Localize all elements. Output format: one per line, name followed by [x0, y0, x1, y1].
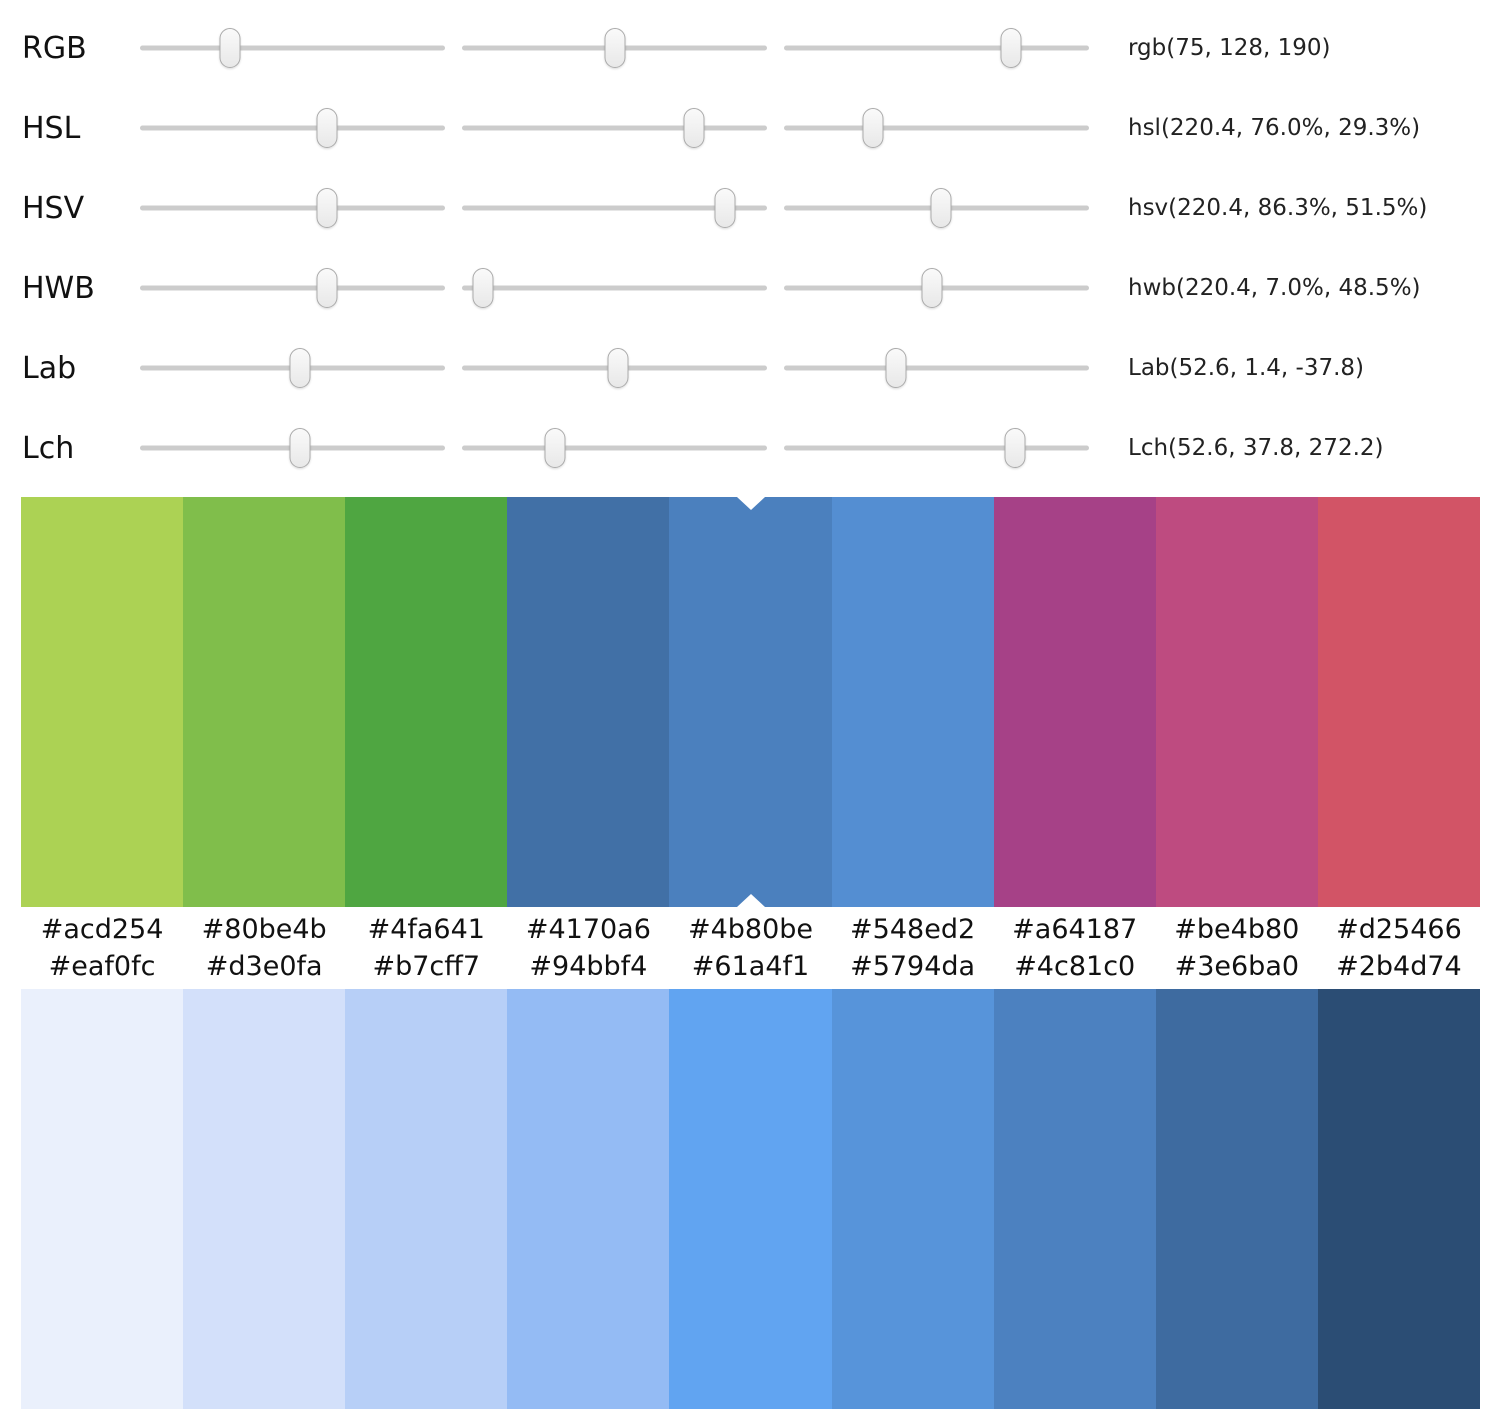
slider-track-hsl-2[interactable]	[462, 108, 767, 148]
hex-label: #2b4d74	[1336, 951, 1462, 982]
color-swatch-a64187[interactable]	[993, 497, 1156, 907]
color-value-text: hwb(220.4, 7.0%, 48.5%)	[1128, 275, 1421, 301]
slider-row-lab: Lab Lab(52.6, 1.4, -37.8)	[0, 328, 1501, 408]
hex-label: #3e6ba0	[1174, 951, 1300, 982]
color-value-text: rgb(75, 128, 190)	[1128, 35, 1331, 61]
slider-thumb[interactable]	[714, 188, 736, 228]
slider-thumb[interactable]	[316, 188, 338, 228]
color-swatch-b7cff7[interactable]	[345, 989, 508, 1409]
color-model-label: Lab	[22, 350, 77, 386]
slider-track-rgb-3[interactable]	[784, 28, 1089, 68]
slider-thumb[interactable]	[289, 428, 311, 468]
hex-label: #d25466	[1336, 914, 1462, 945]
hex-label: #be4b80	[1174, 914, 1300, 945]
slider-track-lch-2[interactable]	[462, 428, 767, 468]
slider-row-hsv: HSV hsv(220.4, 86.3%, 51.5%)	[0, 168, 1501, 248]
hex-label: #61a4f1	[691, 951, 810, 982]
color-model-label: Lch	[22, 430, 75, 466]
slider-track-rgb-2[interactable]	[462, 28, 767, 68]
slider-thumb[interactable]	[316, 108, 338, 148]
slider-thumb[interactable]	[862, 108, 884, 148]
color-swatch-548ed2[interactable]	[831, 497, 994, 907]
hex-label: #d3e0fa	[205, 951, 323, 982]
slider-thumb[interactable]	[472, 268, 494, 308]
slider-row-rgb: RGB rgb(75, 128, 190)	[0, 8, 1501, 88]
slider-track-lch-1[interactable]	[140, 428, 445, 468]
slider-thumb[interactable]	[219, 28, 241, 68]
selected-color-marker	[736, 894, 765, 907]
hex-label: #548ed2	[850, 914, 976, 945]
selected-color-marker	[736, 497, 765, 510]
slider-thumb[interactable]	[544, 428, 566, 468]
color-model-label: HSL	[22, 110, 81, 146]
slider-thumb[interactable]	[921, 268, 943, 308]
slider-row-hwb: HWB hwb(220.4, 7.0%, 48.5%)	[0, 248, 1501, 328]
color-swatch-acd254[interactable]	[21, 497, 184, 907]
hue-palette-labels: #acd254 #80be4b #4fa641 #4170a6 #4b80be #548e…	[21, 907, 1480, 949]
hex-label: #b7cff7	[372, 951, 481, 982]
sliders-section: RGB rgb(75, 128, 190) HSL hsl(220.4, 76.0%,…	[0, 0, 1501, 488]
slider-thumb[interactable]	[316, 268, 338, 308]
shade-palette-labels: #eaf0fc #d3e0fa #b7cff7 #94bbf4 #61a4f1 #5794…	[21, 949, 1480, 989]
hex-label: #eaf0fc	[48, 951, 156, 982]
color-swatch-4fa641[interactable]	[345, 497, 508, 907]
hex-label: #4b80be	[687, 914, 814, 945]
hex-label: #4c81c0	[1014, 951, 1136, 982]
hex-label: #5794da	[850, 951, 976, 982]
color-swatch-5794da[interactable]	[831, 989, 994, 1409]
slider-thumb[interactable]	[607, 348, 629, 388]
hex-label: #94bbf4	[529, 951, 648, 982]
slider-track-hsl-1[interactable]	[140, 108, 445, 148]
slider-row-lch: Lch Lch(52.6, 37.8, 272.2)	[0, 408, 1501, 488]
slider-track-hsv-3[interactable]	[784, 188, 1089, 228]
color-swatch-61a4f1[interactable]	[669, 989, 832, 1409]
color-swatch-2b4d74[interactable]	[1317, 989, 1480, 1409]
slider-thumb[interactable]	[885, 348, 907, 388]
color-model-label: RGB	[22, 30, 87, 66]
slider-track-hsv-2[interactable]	[462, 188, 767, 228]
color-swatch-d3e0fa[interactable]	[183, 989, 346, 1409]
color-value-text: Lch(52.6, 37.8, 272.2)	[1128, 435, 1384, 461]
color-swatch-d25466[interactable]	[1317, 497, 1480, 907]
color-value-text: hsl(220.4, 76.0%, 29.3%)	[1128, 115, 1421, 141]
slider-track-lch-3[interactable]	[784, 428, 1089, 468]
color-model-label: HSV	[22, 190, 85, 226]
color-swatch-4b80be[interactable]	[669, 497, 832, 907]
slider-track-hwb-1[interactable]	[140, 268, 445, 308]
slider-track-hwb-3[interactable]	[784, 268, 1089, 308]
slider-track-lab-3[interactable]	[784, 348, 1089, 388]
color-value-text: hsv(220.4, 86.3%, 51.5%)	[1128, 195, 1428, 221]
color-swatch-eaf0fc[interactable]	[21, 989, 184, 1409]
slider-thumb[interactable]	[930, 188, 952, 228]
color-swatch-94bbf4[interactable]	[507, 989, 670, 1409]
color-value-text: Lab(52.6, 1.4, -37.8)	[1128, 355, 1364, 381]
hex-label: #4fa641	[367, 914, 485, 945]
slider-thumb[interactable]	[683, 108, 705, 148]
color-swatch-be4b80[interactable]	[1155, 497, 1318, 907]
hex-label: #80be4b	[201, 914, 327, 945]
slider-thumb[interactable]	[1004, 428, 1026, 468]
slider-thumb[interactable]	[289, 348, 311, 388]
shade-palette	[21, 989, 1480, 1409]
slider-track-hsl-3[interactable]	[784, 108, 1089, 148]
color-swatch-4c81c0[interactable]	[993, 989, 1156, 1409]
hex-label: #a64187	[1012, 914, 1138, 945]
slider-track-rgb-1[interactable]	[140, 28, 445, 68]
color-swatch-80be4b[interactable]	[183, 497, 346, 907]
slider-track-hwb-2[interactable]	[462, 268, 767, 308]
slider-row-hsl: HSL hsl(220.4, 76.0%, 29.3%)	[0, 88, 1501, 168]
slider-track-hsv-1[interactable]	[140, 188, 445, 228]
slider-thumb[interactable]	[604, 28, 626, 68]
color-model-label: HWB	[22, 270, 95, 306]
slider-thumb[interactable]	[1000, 28, 1022, 68]
hex-label: #acd254	[40, 914, 164, 945]
hex-label: #4170a6	[525, 914, 651, 945]
hue-palette	[21, 497, 1480, 907]
slider-track-lab-2[interactable]	[462, 348, 767, 388]
color-swatch-3e6ba0[interactable]	[1155, 989, 1318, 1409]
color-swatch-4170a6[interactable]	[507, 497, 670, 907]
slider-track-lab-1[interactable]	[140, 348, 445, 388]
